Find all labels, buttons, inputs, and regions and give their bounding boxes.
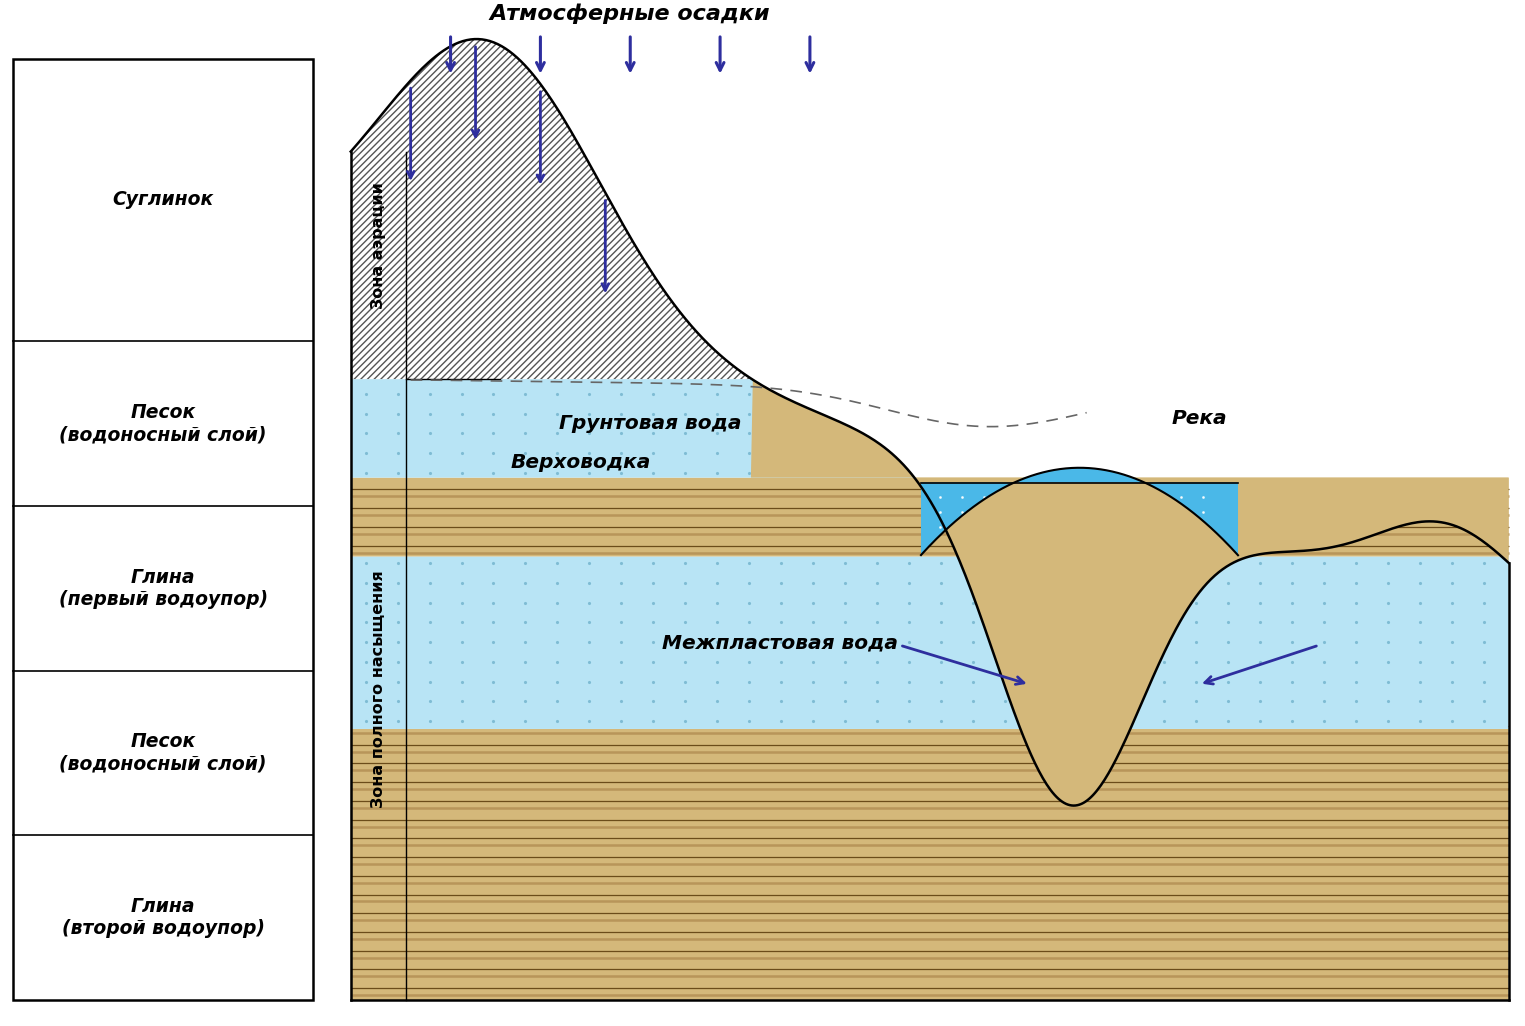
Text: Зона полного насыщения: Зона полного насыщения — [371, 570, 386, 808]
Text: Глина
(второй водоупор): Глина (второй водоупор) — [61, 897, 265, 938]
Polygon shape — [351, 39, 1508, 379]
Text: Песок
(водоносный слой): Песок (водоносный слой) — [59, 403, 267, 444]
Text: Глина
(первый водоупор): Глина (первый водоупор) — [58, 567, 268, 608]
FancyBboxPatch shape — [14, 58, 313, 1000]
Text: Межпластовая вода: Межпластовая вода — [662, 633, 898, 653]
Polygon shape — [351, 39, 1508, 379]
Polygon shape — [351, 556, 1508, 728]
Text: Суглинок: Суглинок — [113, 191, 214, 209]
Polygon shape — [351, 379, 1508, 478]
Text: Песок
(водоносный слой): Песок (водоносный слой) — [59, 733, 267, 774]
Text: Зона аэрации: Зона аэрации — [371, 183, 386, 309]
Text: Грунтовая вода: Грунтовая вода — [560, 413, 741, 433]
Text: Верховодка: Верховодка — [511, 453, 651, 472]
Text: Река: Река — [1171, 409, 1228, 428]
Text: Атмосферные осадки: Атмосферные осадки — [490, 4, 770, 25]
Polygon shape — [351, 478, 1508, 556]
Polygon shape — [351, 728, 1508, 1000]
Polygon shape — [921, 468, 1238, 555]
Polygon shape — [351, 380, 1508, 805]
